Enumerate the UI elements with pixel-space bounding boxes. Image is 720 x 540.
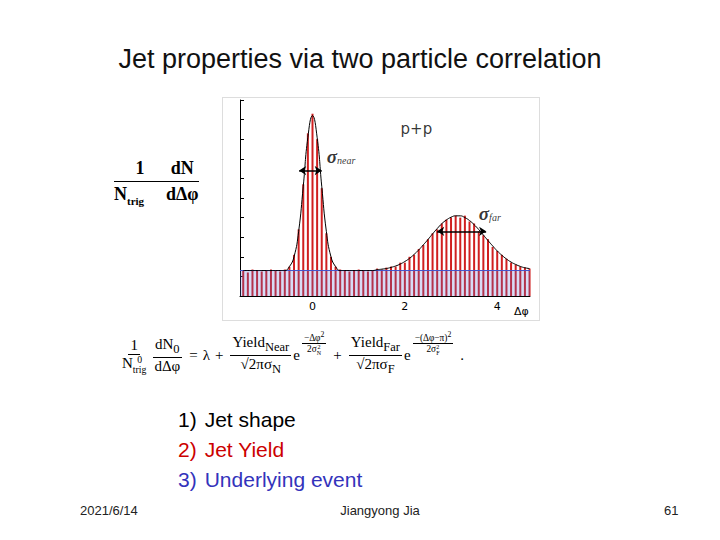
html-text:YieldNear: YieldNear — [232, 334, 290, 354]
html-text:2021/6/14: 2021/6/14 — [80, 503, 138, 518]
svg-text:far: far — [489, 212, 501, 223]
svg-text:σ: σ — [478, 202, 490, 224]
svg-text:near: near — [337, 155, 355, 166]
html-text:N 0: N 0 — [122, 353, 142, 371]
html-text:1: 1 — [135, 158, 145, 178]
svg-text:σ: σ — [326, 145, 338, 167]
html-text:dN0: dN0 — [155, 336, 180, 356]
html-text:e: e — [293, 347, 300, 363]
html-text:YieldFar: YieldFar — [350, 334, 400, 354]
html-text:−(Δφ−π)2: −(Δφ−π)2 — [414, 330, 452, 344]
html-text:Jiangyong Jia: Jiangyong Jia — [340, 503, 420, 518]
html-text:−Δφ2: −Δφ2 — [303, 330, 325, 344]
html-text:3) Underlying event: 3) Underlying event — [178, 468, 363, 491]
html-text:Jet properties via two particl: Jet properties via two particle correlat… — [118, 44, 602, 74]
html-text:dΔφ: dΔφ — [154, 358, 181, 374]
html-text:= λ +: = λ + — [189, 347, 224, 363]
svg-text:0: 0 — [309, 300, 316, 313]
html-text:Δφ: Δφ — [514, 305, 529, 318]
svg-text:2: 2 — [401, 300, 408, 313]
html-text:e: e — [404, 347, 411, 363]
svg-text:4: 4 — [494, 300, 501, 313]
html-text:61: 61 — [664, 503, 679, 518]
html-text:dΔφ: dΔφ — [166, 184, 199, 204]
html-text:1: 1 — [130, 336, 138, 353]
html-text:F: F — [436, 350, 440, 357]
html-text:1) Jet shape: 1) Jet shape — [178, 408, 296, 431]
html-text:Ntrig: Ntrig — [114, 184, 145, 207]
html-text:trig: trig — [132, 363, 147, 375]
html-text:dN: dN — [170, 158, 194, 178]
html-text:N: N — [316, 350, 322, 357]
html-text:2σ2: 2σ2 — [426, 344, 440, 355]
html-text:2σ2: 2σ2 — [307, 344, 321, 355]
html-text:√ 2π σN: √ 2π σN — [240, 356, 281, 376]
html-text:√ 2π σF: √ 2π σF — [356, 356, 395, 376]
svg-text:p+p: p+p — [401, 120, 433, 138]
html-text:2) Jet Yield: 2) Jet Yield — [178, 438, 285, 461]
